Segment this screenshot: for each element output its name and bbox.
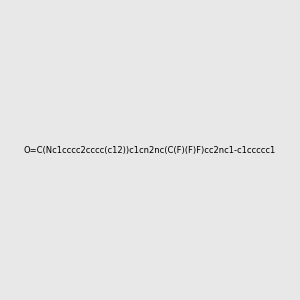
Text: O=C(Nc1cccc2cccc(c12))c1cn2nc(C(F)(F)F)cc2nc1-c1ccccc1: O=C(Nc1cccc2cccc(c12))c1cn2nc(C(F)(F)F)c… <box>24 146 276 154</box>
